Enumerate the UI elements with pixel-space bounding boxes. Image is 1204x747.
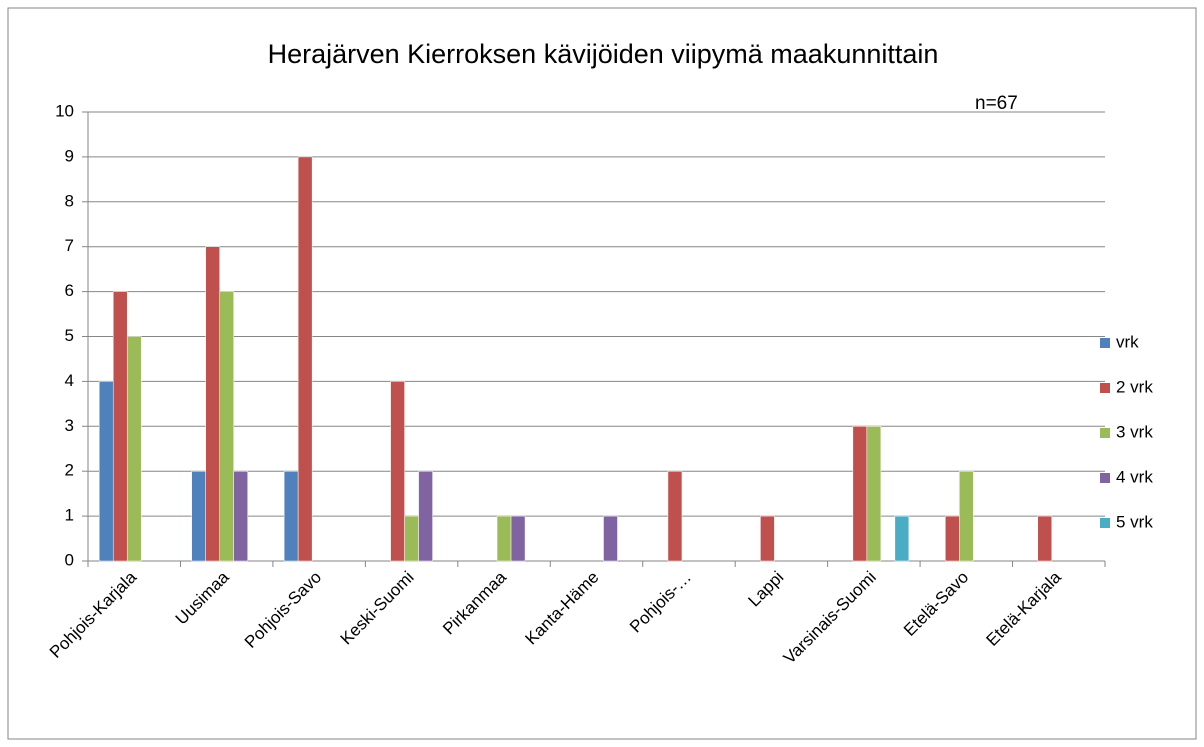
bar — [191, 470, 206, 562]
bar — [760, 515, 775, 562]
legend-swatch — [1100, 383, 1110, 393]
annotation: n=67 — [975, 93, 1018, 114]
bar — [945, 515, 960, 562]
bar — [112, 291, 128, 562]
bar — [852, 426, 868, 562]
chart-border — [7, 7, 1197, 740]
legend-label: 4 vrk — [1116, 467, 1153, 486]
legend-label: 2 vrk — [1116, 377, 1153, 396]
bar — [126, 336, 142, 562]
legend-label: 3 vrk — [1116, 422, 1153, 441]
bar — [894, 515, 910, 562]
y-tick-label: 4 — [65, 371, 74, 390]
y-tick-label: 7 — [65, 236, 74, 255]
bar — [603, 515, 618, 562]
bar — [283, 470, 299, 562]
legend-label: vrk — [1116, 332, 1139, 351]
bar — [98, 381, 114, 562]
y-tick-label: 6 — [65, 281, 74, 300]
y-tick-label: 2 — [65, 461, 74, 480]
y-tick-label: 3 — [65, 416, 74, 435]
bar — [219, 291, 234, 562]
legend-swatch — [1100, 473, 1110, 483]
bar — [1037, 515, 1053, 562]
y-tick-label: 9 — [65, 146, 74, 165]
bar — [233, 470, 248, 562]
bar — [866, 426, 882, 562]
legend-swatch — [1100, 428, 1110, 438]
chart-title: Herajärven Kierroksen kävijöiden viipymä… — [268, 39, 939, 69]
bar — [297, 156, 313, 562]
legend-swatch — [1100, 338, 1110, 348]
y-tick-label: 8 — [65, 191, 74, 210]
bar — [404, 515, 419, 562]
bar — [496, 515, 512, 562]
bar — [667, 470, 683, 562]
y-tick-label: 0 — [65, 550, 74, 569]
bar — [418, 470, 433, 562]
bar — [959, 470, 974, 562]
legend-label: 5 vrk — [1116, 512, 1153, 531]
y-tick-label: 10 — [55, 101, 74, 120]
bar — [390, 381, 405, 562]
y-tick-label: 1 — [65, 506, 74, 525]
y-tick-label: 5 — [65, 326, 74, 345]
legend-swatch — [1100, 518, 1110, 528]
bar — [510, 515, 526, 562]
bar — [205, 246, 220, 562]
